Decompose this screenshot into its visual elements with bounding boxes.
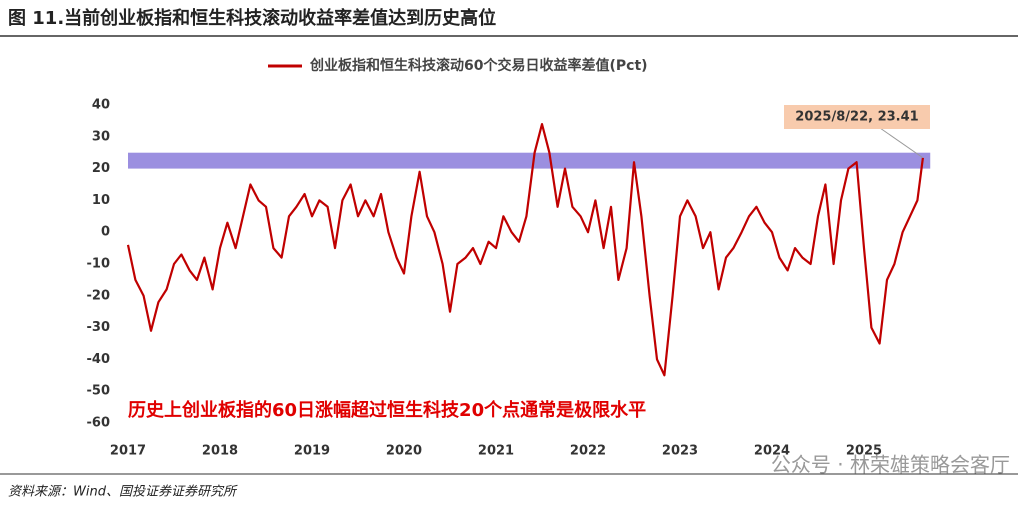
x-tick-label: 2023 [662,444,698,459]
source: 资料来源：Wind、国投证券证券研究所 [8,484,238,500]
y-tick-label: -60 [87,416,111,431]
annotation-note: 历史上创业板指的60日涨幅超过恒生科技20个点通常是极限水平 [128,399,646,421]
y-tick-label: 40 [92,98,110,113]
annotation-label: 2025/8/22, 23.41 [795,110,918,125]
y-tick-label: 30 [92,129,110,144]
x-tick-label: 2019 [294,444,330,459]
series-line [126,123,924,377]
annotation-box [784,105,930,129]
x-tick-label: 2024 [754,444,790,459]
x-tick-label: 2018 [202,444,238,459]
y-tick-label: 0 [101,225,110,240]
y-tick-label: 10 [92,193,110,208]
y-tick-label: -10 [87,257,111,272]
y-tick-label: -30 [87,320,111,335]
watermark: 公众号 · 林荣雄策略会客厅 [771,453,1010,477]
annotation-leader [879,127,924,159]
y-tick-label: 20 [92,161,110,176]
x-tick-label: 2020 [386,444,422,459]
legend-label: 创业板指和恒生科技滚动60个交易日收益率差值(Pct) [309,57,648,74]
x-tick-label: 2022 [570,444,606,459]
y-tick-label: -50 [87,384,111,399]
y-tick-label: -20 [87,288,111,303]
x-tick-label: 2017 [110,444,146,459]
chart-title: 图 11.当前创业板指和恒生科技滚动收益率差值达到历史高位 [8,7,496,29]
highlight-band [128,152,931,169]
annotation-bg [122,398,782,424]
x-tick-label: 2021 [478,444,514,459]
y-tick-label: -40 [87,352,111,367]
x-tick-label: 2025 [846,444,882,459]
